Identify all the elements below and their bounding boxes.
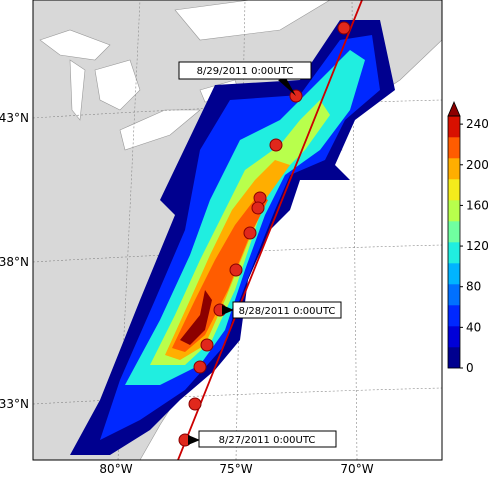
- map-area: 8/29/2011 0:00UTC 8/28/2011 0:00UTC 8/27…: [33, 0, 442, 460]
- colorbar: 0 40 80 120 160 200 240: [447, 100, 488, 375]
- rainfall-field: [70, 20, 395, 455]
- colorbar-segment: [448, 158, 460, 180]
- colorbar-segment: [448, 179, 460, 201]
- colorbar-segment: [448, 263, 460, 285]
- colorbar-extension: [447, 100, 461, 117]
- colorbar-tick-label: 120: [466, 239, 488, 253]
- lat-label: 38°N: [0, 255, 29, 269]
- colorbar-segment: [448, 305, 460, 327]
- storm-track: [177, 0, 363, 460]
- annotation: 8/27/2011 0:00UTC: [219, 435, 316, 446]
- lon-label: 75°W: [219, 462, 252, 476]
- colorbar-segment: [448, 284, 460, 306]
- annotation-pointers: [188, 78, 296, 445]
- colorbar-segment: [448, 326, 460, 348]
- colorbar-tick-label: 80: [466, 280, 481, 294]
- lon-label: 80°W: [99, 462, 132, 476]
- colorbar-tick-label: 160: [466, 198, 488, 212]
- great-lakes: [39, 0, 331, 151]
- colorbar-segment: [448, 137, 460, 159]
- annotation: 8/28/2011 0:00UTC: [239, 306, 336, 317]
- lat-label: 33°N: [0, 397, 29, 411]
- colorbar-segment: [448, 242, 460, 264]
- colorbar-segment: [448, 200, 460, 222]
- colorbar-tick-label: 200: [466, 158, 488, 172]
- colorbar-tick-label: 240: [466, 117, 488, 131]
- lat-label: 43°N: [0, 111, 29, 125]
- colorbar-segment: [448, 347, 460, 369]
- annotation-boxes: [178, 61, 342, 448]
- colorbar-frame: [447, 115, 461, 369]
- colorbar-segment: [448, 116, 460, 138]
- lon-label: 70°W: [340, 462, 373, 476]
- colorbar-tick-label: 40: [466, 320, 481, 334]
- track-points: [178, 21, 351, 447]
- colorbar-segment: [448, 221, 460, 243]
- colorbar-tick-label: 0: [466, 361, 474, 375]
- annotation: 8/29/2011 0:00UTC: [197, 66, 294, 77]
- map-frame: [32, 0, 443, 461]
